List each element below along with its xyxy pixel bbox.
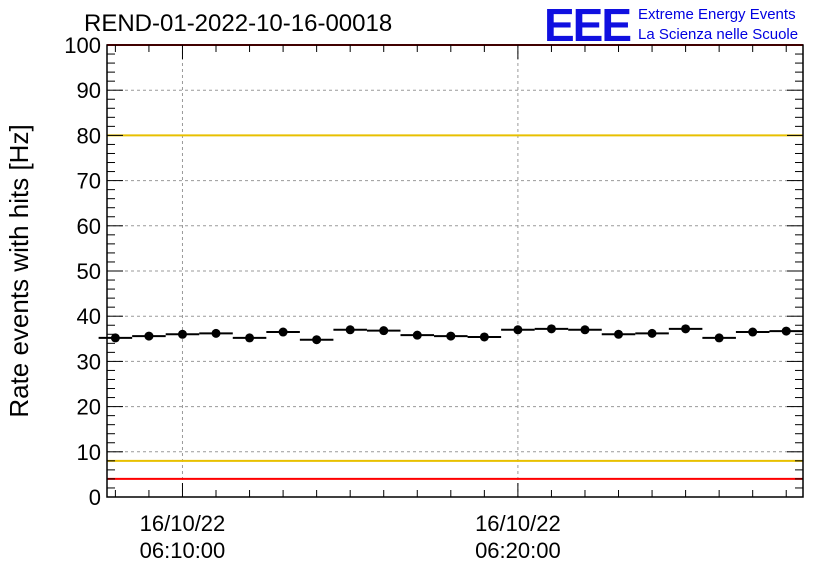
- logo-line-1: Extreme Energy Events: [638, 6, 796, 23]
- logo-line-2: La Scienza nelle Scuole: [638, 26, 799, 43]
- y-tick-label: 10: [77, 440, 101, 465]
- x-tick-label-time: 06:20:00: [475, 538, 561, 563]
- data-point: [245, 333, 255, 343]
- data-point: [312, 335, 322, 345]
- y-tick-label: 80: [77, 123, 101, 148]
- data-point: [177, 329, 187, 339]
- data-point: [110, 333, 120, 343]
- data-point: [714, 333, 724, 343]
- x-tick-label-time: 06:10:00: [140, 538, 226, 563]
- y-tick-label: 90: [77, 78, 101, 103]
- data-point: [345, 325, 355, 335]
- data-point: [479, 332, 489, 342]
- data-point: [278, 327, 288, 337]
- data-point: [681, 324, 691, 334]
- y-tick-label: 100: [64, 33, 101, 58]
- y-tick-label: 70: [77, 169, 101, 194]
- data-point: [144, 331, 154, 341]
- logo-text: Extreme Energy Events La Scienza nelle S…: [638, 5, 798, 45]
- data-point: [379, 326, 389, 336]
- data-point: [614, 329, 624, 339]
- x-tick-label-date: 16/10/22: [140, 511, 226, 536]
- data-point: [748, 327, 758, 337]
- data-point: [211, 328, 221, 338]
- y-tick-label: 0: [89, 485, 101, 510]
- y-tick-label: 20: [77, 395, 101, 420]
- y-tick-label: 30: [77, 349, 101, 374]
- y-tick-label: 40: [77, 304, 101, 329]
- data-point: [781, 326, 791, 336]
- data-point: [513, 325, 523, 335]
- data-point: [647, 328, 657, 338]
- data-point: [546, 324, 556, 334]
- data-point: [580, 325, 590, 335]
- y-tick-label: 60: [77, 214, 101, 239]
- logo-letters: EEE: [544, 0, 632, 51]
- x-tick-label-date: 16/10/22: [475, 511, 561, 536]
- chart-title: REND-01-2022-10-16-00018: [84, 10, 393, 37]
- data-point: [446, 331, 456, 341]
- data-point: [412, 330, 422, 340]
- y-tick-label: 50: [77, 259, 101, 284]
- y-axis-label: Rate events with hits [Hz]: [4, 124, 34, 417]
